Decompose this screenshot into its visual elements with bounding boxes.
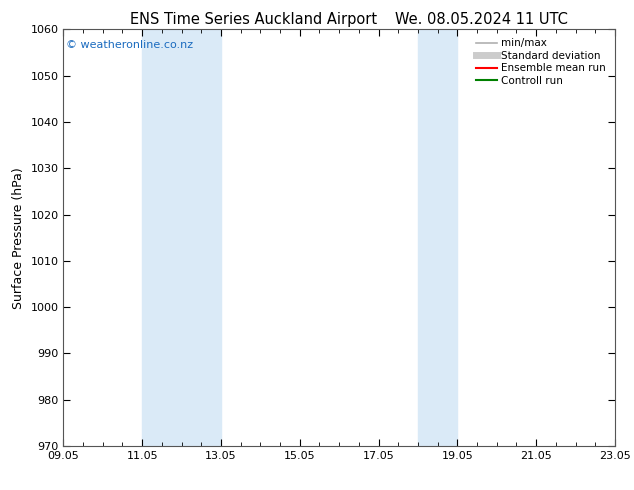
Bar (142, 29, 221, 446)
Bar (418, 29, 457, 446)
Text: We. 08.05.2024 11 UTC: We. 08.05.2024 11 UTC (396, 12, 568, 27)
Text: ENS Time Series Auckland Airport: ENS Time Series Auckland Airport (130, 12, 377, 27)
Legend: min/max, Standard deviation, Ensemble mean run, Controll run: min/max, Standard deviation, Ensemble me… (473, 35, 609, 89)
Text: © weatheronline.co.nz: © weatheronline.co.nz (66, 40, 193, 50)
Y-axis label: Surface Pressure (hPa): Surface Pressure (hPa) (12, 167, 25, 309)
